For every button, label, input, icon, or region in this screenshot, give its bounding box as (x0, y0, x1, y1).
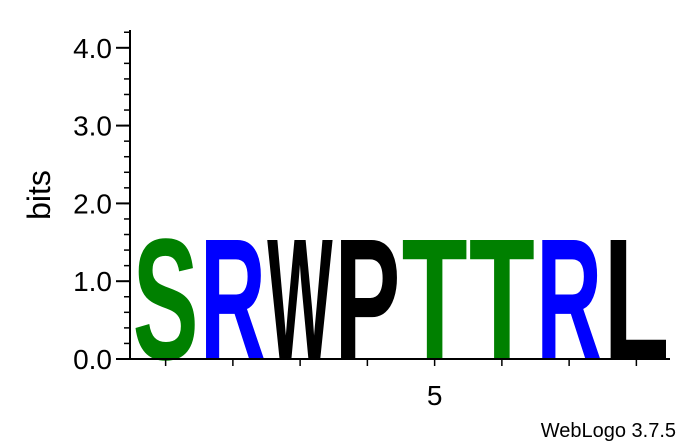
logo-letter-s: S (133, 203, 199, 396)
y-axis-title: bits (21, 170, 57, 220)
y-tick-label: 4.0 (73, 33, 112, 64)
x-tick-label: 5 (427, 380, 443, 411)
y-tick-label: 3.0 (73, 111, 112, 142)
logo-letter-p: P (334, 203, 400, 396)
logo-letter-t: T (402, 203, 468, 396)
logo-letter-r: R (536, 204, 602, 397)
y-tick-label: 1.0 (73, 266, 112, 297)
y-tick-label: 2.0 (73, 188, 112, 219)
logo-letter-l: L (603, 203, 669, 396)
logo-letter-w: W (267, 203, 333, 396)
weblogo-credit: WebLogo 3.7.5 (541, 420, 676, 442)
axes-layer: 0.0 1.0 2.0 3.0 4.0 5 (73, 30, 670, 411)
logo-letter-t: T (469, 203, 535, 396)
logo-letter-r: R (200, 204, 266, 397)
y-tick-label: 0.0 (73, 344, 112, 375)
